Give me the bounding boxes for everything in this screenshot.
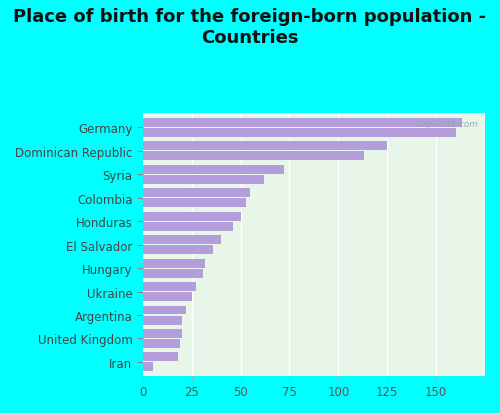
Bar [143, 176, 264, 184]
Bar [143, 339, 180, 348]
Bar [143, 119, 462, 128]
Bar [143, 189, 250, 198]
Bar [143, 316, 182, 325]
Text: City-Data.com: City-Data.com [414, 119, 478, 128]
Bar [143, 235, 221, 244]
Bar [143, 292, 192, 301]
Bar [143, 282, 196, 291]
Bar [143, 269, 204, 278]
Bar [143, 259, 206, 268]
Bar [143, 329, 182, 338]
Bar [143, 199, 246, 208]
Bar [143, 306, 186, 315]
Bar [143, 353, 178, 361]
Bar [143, 212, 240, 221]
Bar [143, 129, 456, 138]
Bar [143, 166, 284, 174]
Bar [143, 152, 364, 161]
Bar [143, 222, 233, 231]
Bar [143, 363, 152, 372]
Text: Place of birth for the foreign-born population -
Countries: Place of birth for the foreign-born popu… [14, 8, 486, 47]
Bar [143, 246, 213, 254]
Bar [143, 142, 387, 151]
